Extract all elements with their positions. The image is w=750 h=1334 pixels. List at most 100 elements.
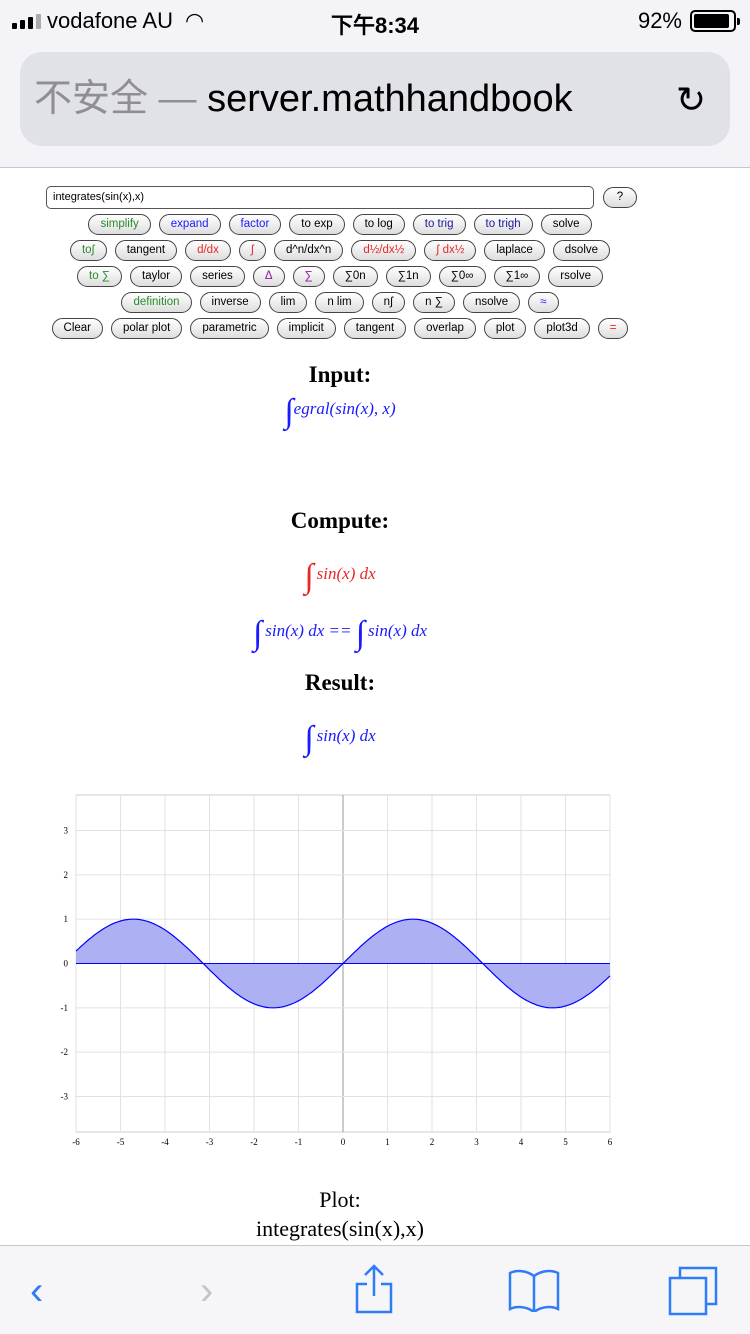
button-0-0[interactable]: simplify xyxy=(88,214,151,235)
button-3-1[interactable]: inverse xyxy=(199,292,261,313)
button-4-1[interactable]: polar plot xyxy=(111,318,183,339)
plot-chart: -6 -5 -4 -3 -2 -1 0 1 2 3 4 5 6 3 2 1 0 -1 -2 -3 xyxy=(61,794,613,1147)
button-3-0[interactable]: definition xyxy=(121,292,192,313)
button-0-4[interactable]: to log xyxy=(352,214,405,235)
button-3-6[interactable]: nsolve xyxy=(462,292,521,313)
button-2-9[interactable]: rsolve xyxy=(548,266,603,287)
button-3-3[interactable]: n lim xyxy=(315,292,364,313)
result-expr-text: sin(x) dx xyxy=(316,726,376,745)
address-bar-area: 不安全 — server.mathhandbook ↻ xyxy=(0,42,750,168)
x-tick-label: -3 xyxy=(206,1137,214,1147)
button-4-4[interactable]: tangent xyxy=(343,318,407,339)
button-2-4[interactable]: ∑ xyxy=(292,266,325,287)
x-tick-label: 0 xyxy=(341,1137,346,1147)
bookmarks-icon[interactable] xyxy=(508,1268,560,1324)
button-4-7[interactable]: plot3d xyxy=(534,318,590,339)
button-1-5[interactable]: d½/dx½ xyxy=(351,240,417,261)
button-2-2[interactable]: series xyxy=(190,266,245,287)
button-row: Clear polar plot parametric implicit tangent… xyxy=(0,318,680,339)
compute-expression: ∫ sin(x) dx xyxy=(0,558,680,596)
share-icon[interactable] xyxy=(355,1264,393,1314)
button-4-6[interactable]: plot xyxy=(483,318,527,339)
equation-right: sin(x) dx xyxy=(368,621,428,640)
button-1-4[interactable]: d^n/dx^n xyxy=(273,240,344,261)
button-2-3[interactable]: Δ xyxy=(252,266,285,287)
button-4-8[interactable]: = xyxy=(597,318,629,339)
x-tick-label: -5 xyxy=(117,1137,125,1147)
x-tick-label: 5 xyxy=(563,1137,568,1147)
y-tick-label: 0 xyxy=(64,959,69,969)
back-icon[interactable]: ‹ xyxy=(30,1269,44,1313)
result-expression: ∫ sin(x) dx xyxy=(0,720,680,758)
clock: 下午8:34 xyxy=(330,13,420,38)
button-1-0[interactable]: to∫ xyxy=(69,240,107,261)
button-0-3[interactable]: to exp xyxy=(289,214,345,235)
tabs-icon[interactable] xyxy=(668,1266,720,1328)
series-line-sin xyxy=(75,918,611,1009)
input-heading: Input: xyxy=(308,362,372,387)
security-label: 不安全 — xyxy=(34,78,197,120)
input-expr-text: egral(sin(x), x) xyxy=(293,399,396,418)
button-1-8[interactable]: dsolve xyxy=(552,240,611,261)
compute-equation: ∫ sin(x) dx == ∫ sin(x) dx xyxy=(0,615,680,653)
help-button[interactable]: ? xyxy=(603,187,637,208)
button-1-3[interactable]: ∫ xyxy=(238,240,266,261)
equation-left: sin(x) dx == xyxy=(265,621,352,640)
button-row: simplify expand factor to exp to log to trig t… xyxy=(0,214,680,235)
battery-icon xyxy=(690,10,740,32)
clipped-math xyxy=(225,168,485,180)
button-row: to∫ tangent d/dx ∫ d^n/dx^n d½/dx½ ∫ dx½ laplac… xyxy=(0,240,680,261)
button-3-4[interactable]: n∫ xyxy=(371,292,406,313)
y-tick-label: 2 xyxy=(64,870,69,880)
wifi-icon: ◠ xyxy=(184,8,205,33)
button-3-7[interactable]: ≈ xyxy=(528,292,559,313)
carrier-name: vodafone AU xyxy=(47,8,173,33)
button-0-5[interactable]: to trig xyxy=(412,214,466,235)
button-4-0[interactable]: Clear xyxy=(51,318,103,339)
button-0-2[interactable]: factor xyxy=(228,214,282,235)
button-2-0[interactable]: to ∑ xyxy=(77,266,122,287)
integral-sign: ∫ xyxy=(252,615,263,652)
button-1-6[interactable]: ∫ dx½ xyxy=(424,240,477,261)
button-4-2[interactable]: parametric xyxy=(190,318,269,339)
button-1-7[interactable]: laplace xyxy=(484,240,545,261)
button-row: definition inverse lim n lim n∫ n ∑ nsolve ≈ xyxy=(0,292,680,313)
button-2-7[interactable]: ∑0∞ xyxy=(438,266,486,287)
result-heading: Result: xyxy=(304,670,376,695)
button-0-7[interactable]: solve xyxy=(540,214,592,235)
button-0-6[interactable]: to trigh xyxy=(473,214,533,235)
expression-input[interactable]: integrates(sin(x),x) xyxy=(46,186,594,209)
button-row: to ∑ taylor series Δ ∑ ∑0n ∑1n ∑0∞ ∑1∞ rsolve xyxy=(0,266,680,287)
status-bar: vodafone AU ◠ 下午8:34 92% xyxy=(0,0,750,42)
integral-sign: ∫ xyxy=(304,720,314,757)
compute-heading: Compute: xyxy=(290,508,390,533)
button-1-1[interactable]: tangent xyxy=(114,240,178,261)
button-4-5[interactable]: overlap xyxy=(414,318,476,339)
address-bar[interactable]: 不安全 — server.mathhandbook ↻ xyxy=(20,52,730,146)
y-tick-label: 3 xyxy=(64,825,69,835)
button-3-5[interactable]: n ∑ xyxy=(413,292,455,313)
x-tick-label: 1 xyxy=(385,1137,390,1147)
y-tick-label: -3 xyxy=(61,1092,69,1102)
button-2-1[interactable]: taylor xyxy=(130,266,183,287)
input-expression: ∫egral(sin(x), x) xyxy=(0,393,680,431)
plot-caption-expr: integrates(sin(x),x) xyxy=(256,1216,424,1241)
button-4-3[interactable]: implicit xyxy=(276,318,336,339)
reload-icon[interactable]: ↻ xyxy=(675,79,706,120)
integral-sign: ∫ xyxy=(355,615,366,652)
x-tick-label: 2 xyxy=(430,1137,435,1147)
forward-icon[interactable]: › xyxy=(200,1269,214,1313)
integral-sign: ∫ xyxy=(304,558,314,595)
button-1-2[interactable]: d/dx xyxy=(185,240,231,261)
integral-sign: ∫ xyxy=(284,393,294,430)
y-tick-label: 1 xyxy=(64,914,69,924)
signal-icon xyxy=(12,13,41,29)
button-0-1[interactable]: expand xyxy=(158,214,221,235)
url-host: server.mathhandbook xyxy=(207,78,573,120)
y-tick-label: -2 xyxy=(61,1047,69,1057)
button-2-6[interactable]: ∑1n xyxy=(385,266,431,287)
x-tick-label: -2 xyxy=(250,1137,258,1147)
button-2-8[interactable]: ∑1∞ xyxy=(493,266,541,287)
button-3-2[interactable]: lim xyxy=(268,292,308,313)
button-2-5[interactable]: ∑0n xyxy=(332,266,378,287)
